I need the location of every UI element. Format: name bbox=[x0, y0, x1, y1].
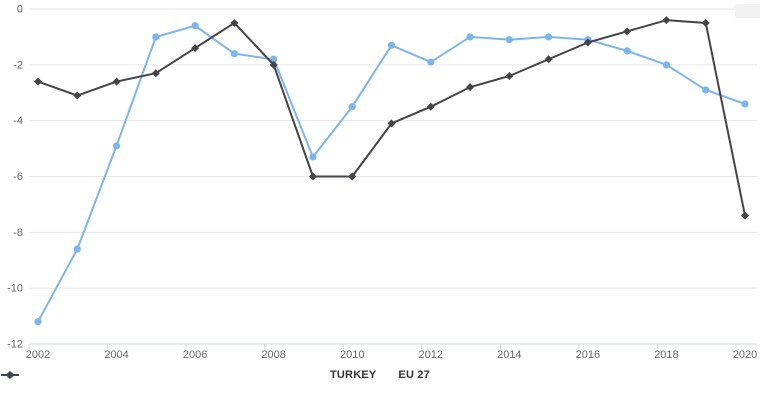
y-axis-label: -2 bbox=[13, 59, 23, 71]
x-axis-label: 2008 bbox=[261, 349, 285, 361]
y-axis-label: -8 bbox=[13, 227, 23, 239]
point-eu27-2008[interactable] bbox=[269, 60, 278, 69]
point-eu27-2005[interactable] bbox=[151, 69, 160, 78]
x-axis-label: 2002 bbox=[26, 349, 50, 361]
point-turkey-2003[interactable] bbox=[73, 245, 81, 253]
y-axis-label: 0 bbox=[17, 4, 23, 16]
y-axis-label: -10 bbox=[7, 283, 23, 295]
point-eu27-2006[interactable] bbox=[191, 44, 200, 53]
x-axis-label: 2020 bbox=[733, 349, 757, 361]
point-eu27-2007[interactable] bbox=[230, 18, 239, 27]
y-axis-label: -12 bbox=[7, 339, 23, 351]
point-turkey-2013[interactable] bbox=[466, 33, 474, 41]
point-eu27-2004[interactable] bbox=[112, 77, 121, 86]
point-eu27-2002[interactable] bbox=[34, 77, 42, 86]
point-turkey-2014[interactable] bbox=[505, 36, 513, 44]
legend-label-turkey: TURKEY bbox=[329, 369, 377, 381]
point-eu27-2012[interactable] bbox=[426, 102, 435, 111]
x-axis-label: 2010 bbox=[340, 349, 364, 361]
point-turkey-2009[interactable] bbox=[309, 153, 317, 161]
point-turkey-2020[interactable] bbox=[741, 100, 749, 108]
point-turkey-2010[interactable] bbox=[348, 103, 356, 111]
point-turkey-2019[interactable] bbox=[702, 86, 710, 94]
point-turkey-2004[interactable] bbox=[112, 142, 121, 150]
point-eu27-2020[interactable] bbox=[741, 211, 749, 220]
x-axis-label: 2018 bbox=[654, 349, 678, 361]
x-axis-label: 2012 bbox=[419, 349, 443, 361]
chart-context-menu-button[interactable] bbox=[735, 4, 760, 18]
point-eu27-2009[interactable] bbox=[308, 172, 317, 181]
point-eu27-2018[interactable] bbox=[662, 16, 671, 25]
point-turkey-2012[interactable] bbox=[427, 58, 435, 66]
series-line-turkey bbox=[37, 24, 746, 323]
x-axis-label: 2004 bbox=[104, 349, 128, 361]
y-axis-label: -6 bbox=[13, 171, 23, 183]
point-turkey-2005[interactable] bbox=[152, 33, 160, 41]
point-eu27-2013[interactable] bbox=[466, 83, 475, 92]
point-turkey-2008[interactable] bbox=[270, 55, 278, 63]
point-eu27-2010[interactable] bbox=[348, 172, 357, 181]
x-axis-label: 2006 bbox=[183, 349, 207, 361]
legend: TURKEY EU 27 bbox=[0, 369, 760, 381]
x-axis-label: 2014 bbox=[497, 349, 521, 361]
series-line-eu27 bbox=[37, 19, 746, 217]
point-eu27-2015[interactable] bbox=[544, 55, 553, 64]
point-turkey-2011[interactable] bbox=[387, 41, 396, 49]
point-eu27-2014[interactable] bbox=[505, 72, 514, 80]
point-eu27-2011[interactable] bbox=[387, 119, 396, 128]
legend-item-eu27[interactable]: EU 27 bbox=[1, 369, 430, 381]
point-turkey-2006[interactable] bbox=[191, 22, 199, 30]
point-turkey-2015[interactable] bbox=[545, 33, 553, 41]
y-axis-label: -4 bbox=[13, 115, 23, 127]
point-eu27-2017[interactable] bbox=[623, 27, 632, 36]
point-eu27-2016[interactable] bbox=[583, 38, 592, 47]
point-turkey-2017[interactable] bbox=[623, 47, 631, 55]
point-turkey-2018[interactable] bbox=[662, 61, 671, 69]
point-eu27-2019[interactable] bbox=[701, 18, 710, 27]
x-axis-label: 2016 bbox=[576, 349, 600, 361]
point-turkey-2002[interactable] bbox=[34, 318, 42, 326]
legend-label-eu27: EU 27 bbox=[398, 369, 430, 381]
eu27-line-marker-icon bbox=[1, 371, 19, 379]
point-eu27-2003[interactable] bbox=[73, 91, 82, 100]
point-turkey-2007[interactable] bbox=[230, 50, 238, 58]
legend-item-turkey[interactable]: TURKEY bbox=[1, 369, 377, 381]
